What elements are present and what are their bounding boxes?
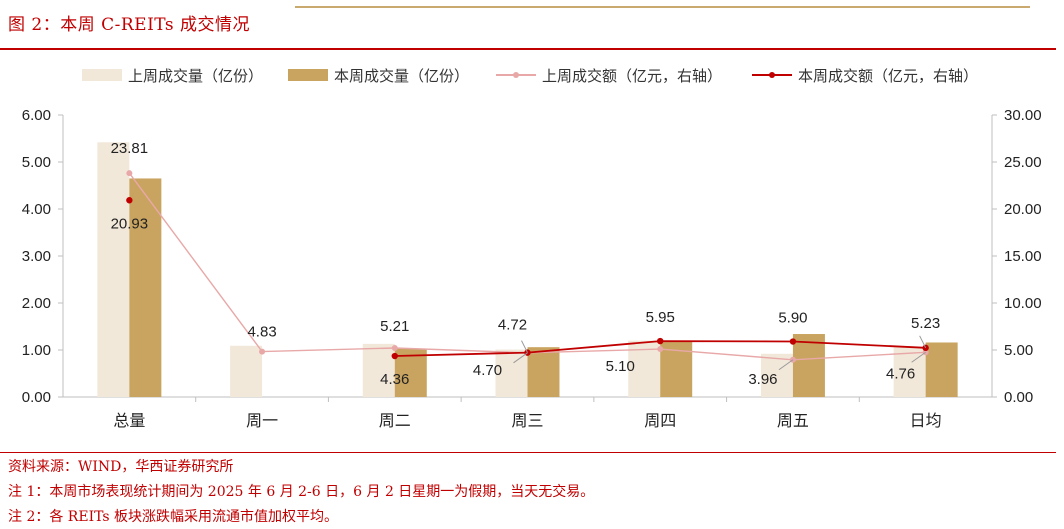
legend-item-last-week-amount: 上周成交额（亿元，右轴） [496,62,722,88]
right-tick-label: 0.00 [1004,389,1033,406]
x-tick-label: 周一 [246,413,278,430]
x-tick-label: 周五 [777,413,809,430]
data-label-leader [521,340,528,353]
point-this-week-amount [657,337,664,345]
left-tick-label: 5.00 [22,154,51,171]
data-label-this-week-amount: 5.90 [778,310,807,327]
data-label-this-week-amount: 4.36 [380,371,409,388]
point-last-week-amount [126,170,133,177]
title-top-rule [295,6,1030,8]
data-label-this-week-amount: 4.72 [498,317,527,334]
chart-legend: 上周成交量（亿份） 本周成交量（亿份） 上周成交额（亿元，右轴） 本周成交额（亿… [0,62,1064,88]
bar-last-week-volume [760,353,793,397]
footnote-2: 注 2：各 REITs 板块涨跌幅采用流通市值加权平均。 [8,509,339,525]
data-label-this-week-amount: 20.93 [111,215,149,232]
title-rule [0,48,1056,50]
legend-label: 上周成交量（亿份） [128,66,264,85]
data-label-leader [911,351,926,363]
footnote-1: 注 1：本周市场表现统计期间为 2025 年 6 月 2-6 日，6 月 2 日… [8,484,595,500]
x-tick-label: 日均 [910,412,942,430]
legend-label: 本周成交额（亿元，右轴） [798,66,979,85]
point-this-week-amount [391,352,398,360]
right-tick-label: 30.00 [1004,107,1042,124]
bar-last-week-volume [362,343,395,397]
data-label-this-week-amount: 5.95 [646,309,675,326]
data-label-leader [778,359,794,371]
right-tick-label: 25.00 [1004,154,1042,171]
point-last-week-amount [391,345,398,352]
data-label-last-week-amount: 4.83 [247,324,276,341]
bar-this-week-volume [925,342,958,397]
x-tick-label: 周二 [379,413,411,430]
point-this-week-amount [789,338,797,345]
left-tick-label: 6.00 [22,107,51,124]
figure-title: 图 2：本周 C-REITs 成交情况 [8,15,251,35]
left-tick-label: 4.00 [22,201,51,218]
footer-rule [0,452,1056,453]
legend-swatch-this-week-amount [752,69,792,81]
right-tick-label: 20.00 [1004,201,1042,218]
x-tick-label: 总量 [113,412,145,430]
data-label-leader [513,352,528,364]
right-tick-label: 15.00 [1004,248,1042,265]
data-label-last-week-amount: 5.21 [380,318,409,335]
left-tick-label: 3.00 [22,248,51,265]
data-label-last-week-amount: 4.70 [473,362,502,379]
data-label-leader [919,335,927,349]
legend-label: 上周成交额（亿元，右轴） [542,66,723,85]
left-tick-label: 0.00 [22,389,51,406]
bar-last-week-volume [97,142,130,397]
legend-item-this-week-volume: 本周成交量（亿份） [288,62,469,88]
source-note: 资料来源：WIND，华西证券研究所 [8,459,234,475]
legend-swatch-this-week-volume [288,69,328,81]
bar-this-week-volume [527,347,560,397]
data-label-last-week-amount: 3.96 [748,371,777,388]
point-last-week-amount [259,348,266,355]
data-label-last-week-amount: 5.10 [606,358,635,375]
left-tick-label: 2.00 [22,295,51,312]
left-tick-label: 1.00 [22,342,51,359]
data-label-last-week-amount: 23.81 [111,140,149,157]
legend-item-last-week-volume: 上周成交量（亿份） [82,62,263,88]
legend-label: 本周成交量（亿份） [334,66,470,85]
volume-turnover-chart: 0.00 1.00 2.00 3.00 4.00 5.00 6.00 0.00 5.00 10.0… [22,107,1042,430]
x-tick-label: 周三 [511,413,543,430]
point-this-week-amount [126,197,133,204]
bar-last-week-volume [230,345,263,397]
legend-swatch-last-week-amount [496,69,536,81]
x-tick-label: 周四 [644,413,676,430]
legend-item-this-week-amount: 本周成交额（亿元，右轴） [752,62,978,88]
bar-this-week-volume [129,178,162,397]
bar-this-week-volume [792,334,825,397]
bar-last-week-volume [495,349,528,397]
right-tick-label: 10.00 [1004,295,1042,312]
right-tick-label: 5.00 [1004,342,1033,359]
data-label-this-week-amount: 5.23 [911,315,940,332]
point-last-week-amount [657,346,664,353]
data-label-last-week-amount: 4.76 [886,365,915,382]
legend-swatch-last-week-volume [82,69,122,81]
